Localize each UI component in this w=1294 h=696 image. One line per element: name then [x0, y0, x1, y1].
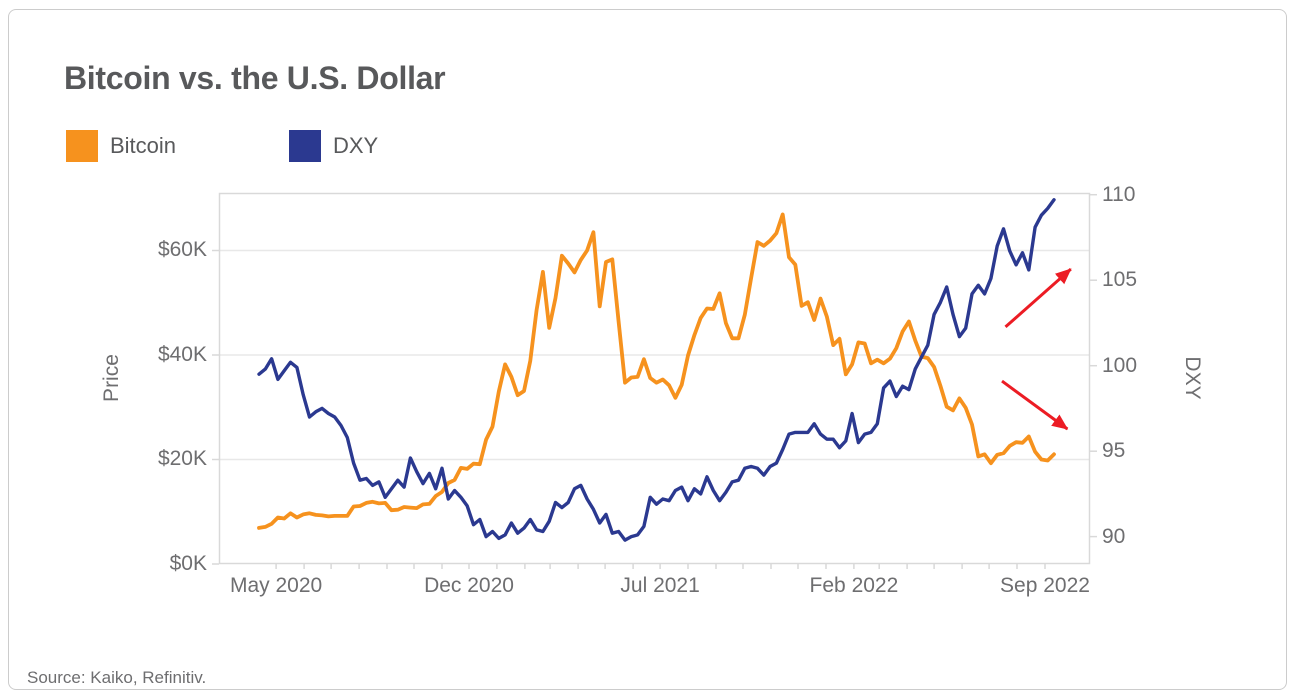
right-axis-tick-label: 90: [1102, 524, 1126, 548]
left-axis-tick-label: $0K: [169, 552, 207, 575]
right-axis-tick-label: 100: [1102, 353, 1138, 377]
right-axis-tick-label: 95: [1102, 439, 1126, 463]
left-axis-title: Price: [100, 354, 123, 402]
up-right-arrow: [1004, 267, 1072, 329]
plot-border: [218, 192, 1091, 565]
right-axis-tick-label: 110: [1102, 182, 1136, 206]
legend-item-dxy: DXY: [289, 130, 378, 162]
x-axis-tick-label: Jul 2021: [620, 574, 700, 597]
legend-item-bitcoin: Bitcoin: [66, 130, 176, 162]
left-axis-tick-label: $20K: [157, 447, 207, 471]
dxy-legend-label: DXY: [333, 133, 379, 158]
chart-card: Bitcoin vs. the U.S. Dollar Bitcoin DXY …: [8, 9, 1287, 690]
source-note: Source: Kaiko, Refinitiv.: [27, 668, 207, 687]
bitcoin-legend-swatch-icon: [66, 130, 98, 162]
x-axis-tick-label: Sep 2022: [1000, 574, 1090, 597]
left-axis-tick-label: $60K: [157, 238, 207, 262]
x-axis-tick-label: May 2020: [229, 574, 323, 597]
x-axis-tick-label: Dec 2020: [424, 574, 514, 597]
dxy-line: [257, 198, 1056, 542]
chart-title: Bitcoin vs. the U.S. Dollar: [64, 60, 446, 96]
down-right-arrow: [1001, 379, 1069, 431]
dxy-legend-swatch-icon: [289, 130, 321, 162]
right-axis-title: DXY: [1181, 356, 1204, 400]
bitcoin-vs-dxy-line-chart: [212, 192, 1097, 569]
right-axis-tick-label: 105: [1102, 268, 1138, 292]
left-axis-tick-label: $40K: [157, 342, 207, 366]
x-axis-tick-label: Feb 2022: [809, 574, 899, 597]
bitcoin-legend-label: Bitcoin: [110, 133, 177, 158]
